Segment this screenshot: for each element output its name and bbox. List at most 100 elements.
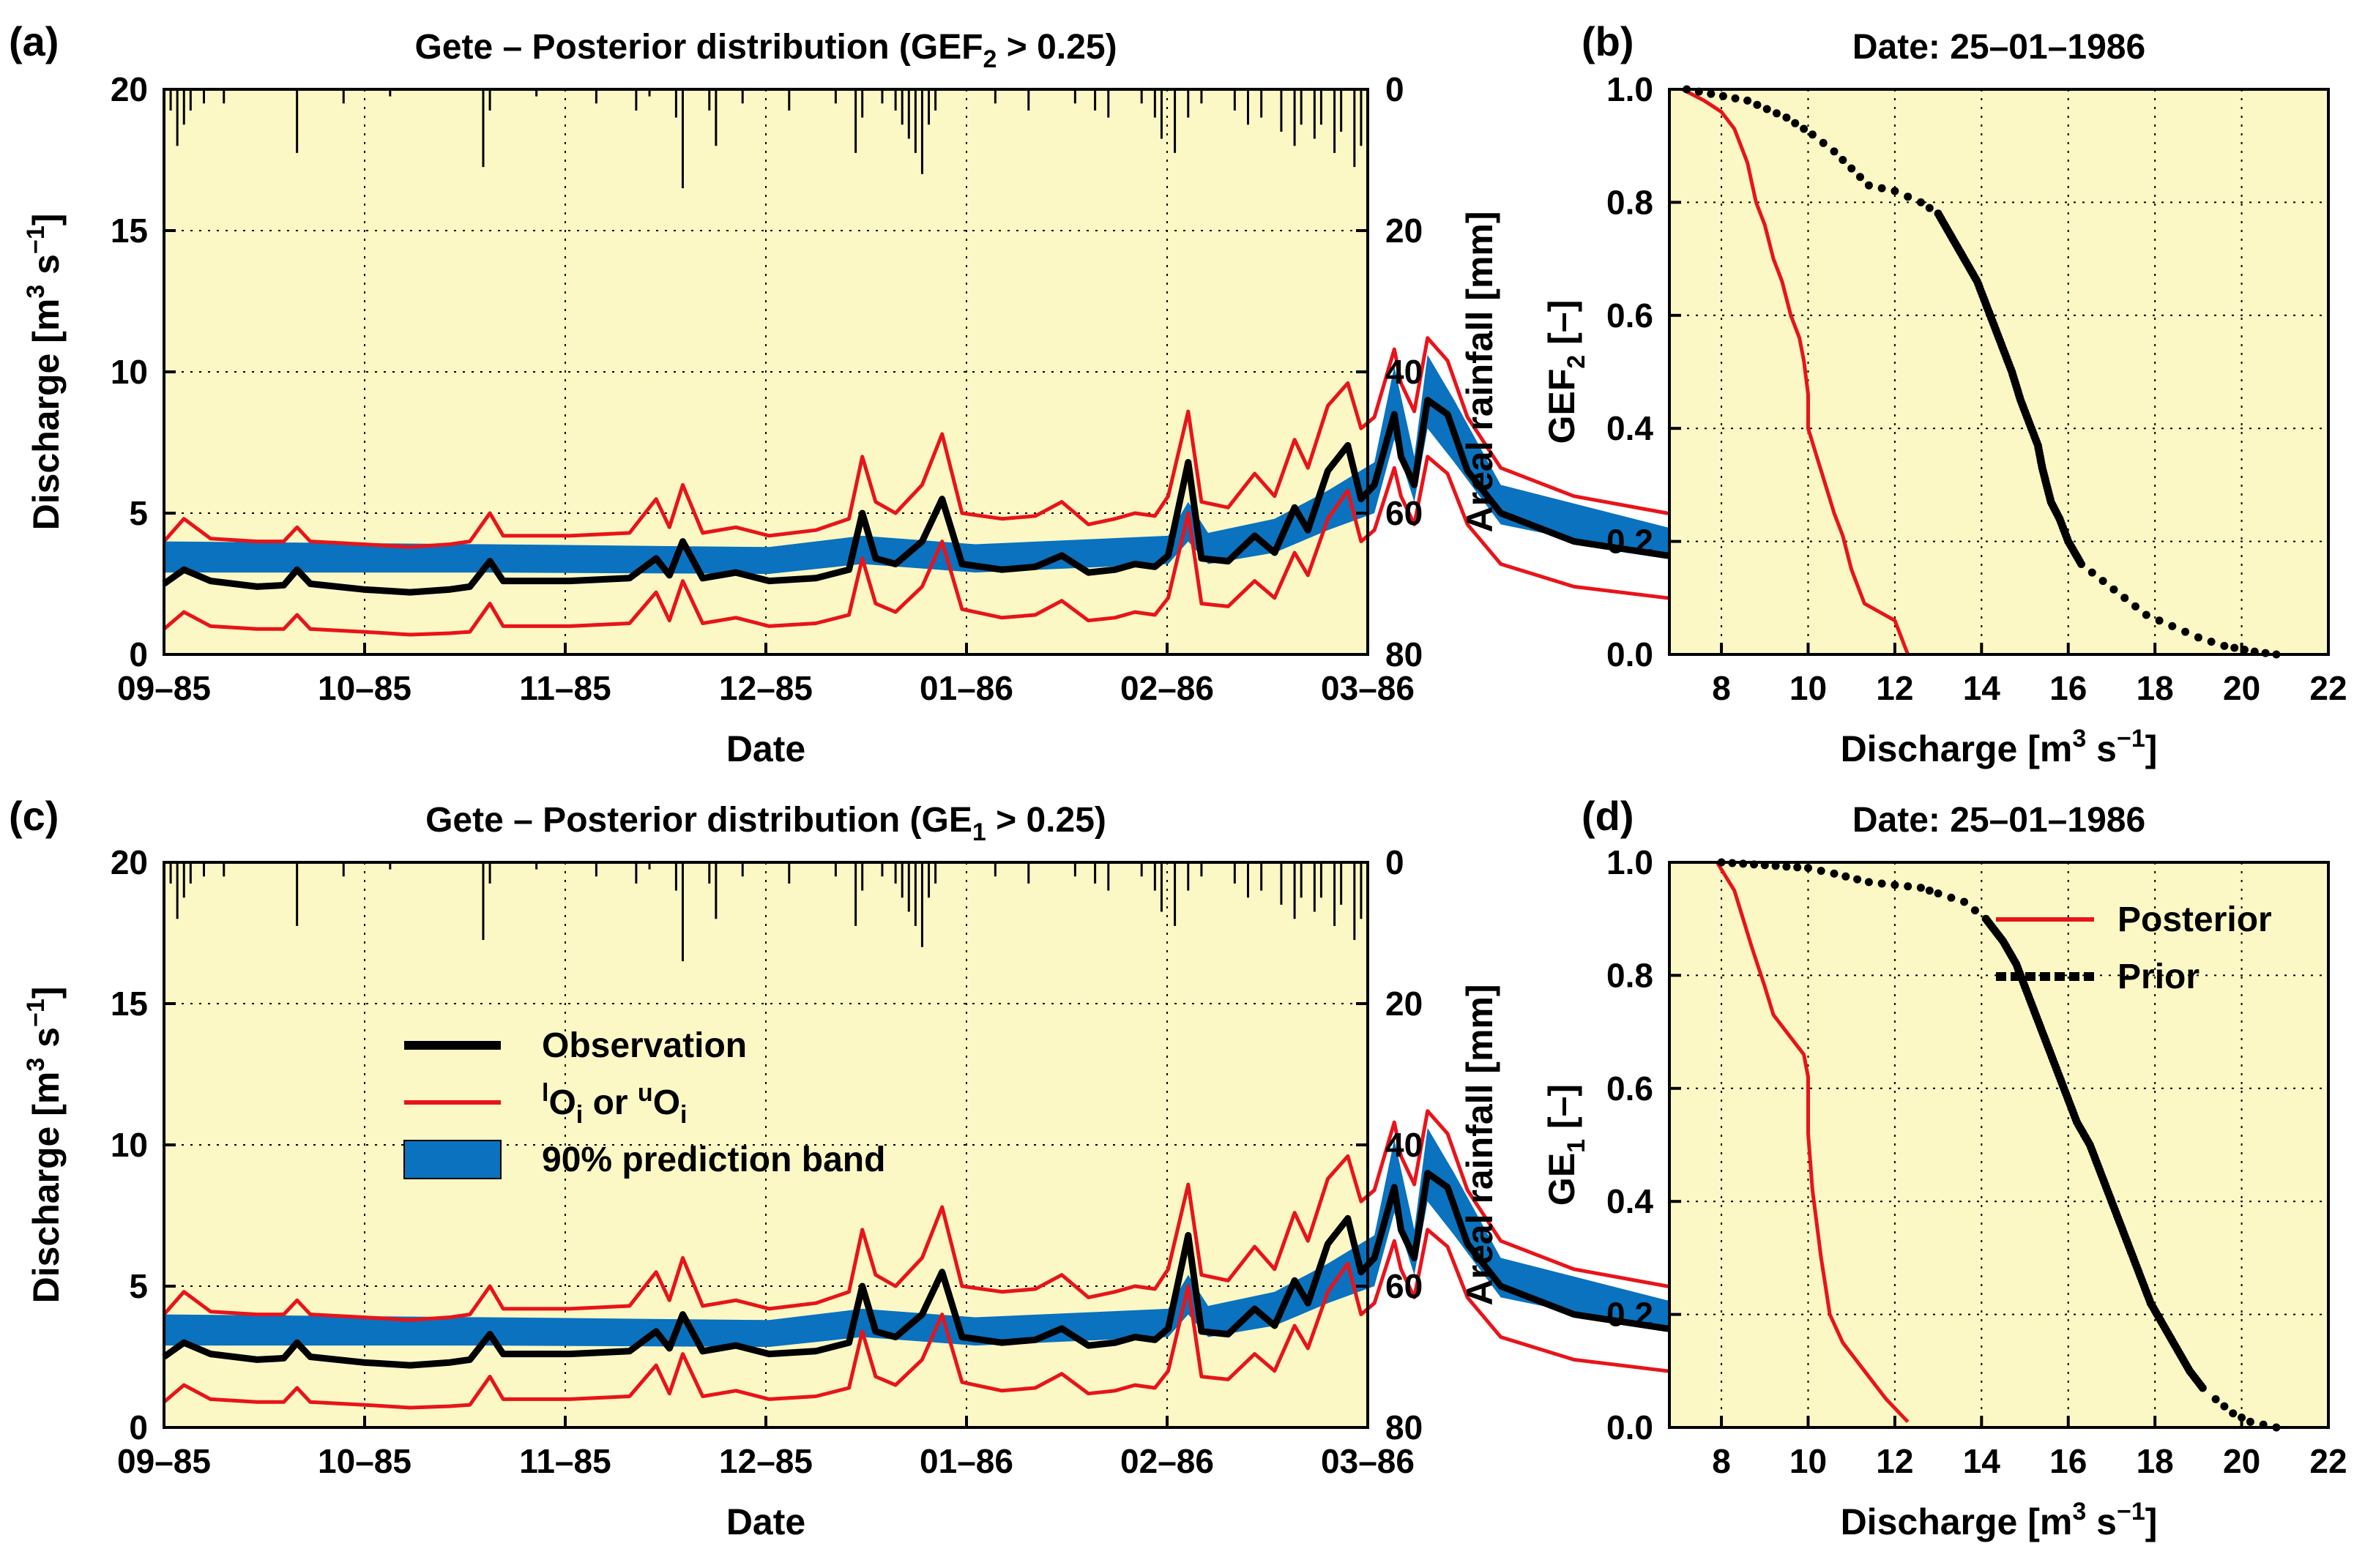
panel-a-grid	[164, 89, 1368, 654]
panel-a: 09–85 10–85 11–85 12–85 01–86 02–86 03–86 0 5 10 1…	[9, 18, 1980, 769]
y2-tick-label: 80	[1385, 1408, 1423, 1446]
y-tick-label: 0.6	[1606, 296, 1653, 335]
panel-d-ticks: 8 10 12 14 16 18 20 22 0.0 0.2 0.4 0.6 0.8 1.0	[1606, 843, 2347, 1480]
ylabel-part: s	[26, 254, 67, 285]
legend-bounds-part: u	[638, 1079, 653, 1107]
ylabel-part: [–]	[1541, 1084, 1582, 1139]
panel-c-rainfall-bars	[169, 862, 1363, 962]
y2-tick-label: 20	[1385, 985, 1423, 1023]
panel-a-prediction-band	[164, 354, 1980, 574]
prior-point	[1864, 181, 1873, 190]
panel-c-ylabel-right: Areal rainfall [mm]	[1459, 984, 1500, 1305]
y-tick-label: 10	[111, 353, 148, 391]
prior-point	[2181, 627, 2190, 636]
prior-point	[1841, 872, 1850, 881]
prior-point	[1762, 105, 1771, 113]
panel-c-label: (c)	[9, 793, 59, 839]
posterior-line	[1681, 87, 1910, 655]
prior-point	[1877, 184, 1886, 193]
ylabel-part: Discharge [m	[26, 299, 67, 531]
y-tick-label: 0.6	[1606, 1069, 1653, 1108]
prior-point	[1904, 882, 1912, 891]
x-tick-label: 12–85	[719, 669, 813, 707]
prior-point	[1753, 100, 1762, 109]
x-tick-label: 10	[1789, 669, 1827, 707]
prior-point	[1782, 113, 1791, 122]
panel-b-grid	[1669, 89, 2328, 654]
prior-point	[1864, 878, 1873, 886]
legend-bounds-part: l	[542, 1079, 548, 1107]
prior-point	[1791, 119, 1800, 127]
y-tick-label: 20	[111, 70, 148, 108]
panel-d-legend: Posterior Prior	[1996, 900, 2272, 996]
prior-point	[1830, 869, 1839, 878]
y-tick-label: 1.0	[1606, 843, 1653, 881]
prior-point	[1891, 187, 1899, 195]
prior-point	[2098, 577, 2107, 586]
prior-point	[1743, 96, 1752, 105]
prior-point	[1925, 886, 1934, 895]
y2-tick-label: 60	[1385, 1267, 1423, 1305]
ylabel-sup: −1	[22, 998, 50, 1027]
prior-point	[1782, 862, 1791, 871]
prior-point	[1804, 864, 1812, 873]
legend-band-label: 90% prediction band	[542, 1140, 885, 1179]
x-tick-label: 09–85	[117, 1442, 211, 1480]
observation-line	[162, 397, 1980, 596]
x-tick-label: 11–85	[519, 669, 611, 707]
legend-bounds-part: i	[680, 1101, 687, 1129]
xlabel-part: ]	[2145, 728, 2158, 769]
xlabel-part: s	[2086, 728, 2117, 769]
x-tick-label: 09–85	[117, 669, 211, 707]
prior-point	[2131, 602, 2139, 611]
x-tick-label: 16	[2049, 1442, 2087, 1480]
prior-point	[1731, 94, 1740, 102]
panel-c-title-sub: 1	[972, 818, 986, 846]
prior-point	[1856, 173, 1864, 182]
y-tick-label: 0	[129, 1408, 148, 1446]
x-tick-label: 20	[2223, 669, 2260, 707]
prior-point	[2194, 633, 2202, 642]
y-tick-label: 0.2	[1606, 1296, 1653, 1334]
x-tick-label: 18	[2137, 1442, 2174, 1480]
prior-point	[1925, 204, 1934, 212]
panel-c-lines	[162, 1109, 1980, 1410]
panel-d-title: Date: 25–01–1986	[1852, 801, 2145, 840]
legend-bounds-part: or	[583, 1083, 638, 1122]
prior-point	[1960, 897, 1969, 906]
panel-d: 8 10 12 14 16 18 20 22 0.0 0.2 0.4 0.6 0.8 1.0 (d) Da…	[1541, 793, 2347, 1542]
ylabel-sup: 3	[22, 285, 50, 299]
panel-b-label: (b)	[1582, 18, 1634, 64]
prior-point	[1934, 889, 1943, 897]
prior-point	[1853, 875, 1862, 884]
xlabel-sup: −1	[2117, 1498, 2145, 1526]
x-tick-label: 02–86	[1120, 1442, 1214, 1480]
panel-d-xlabel: Discharge [m3 s−1]	[1841, 1498, 2158, 1542]
prior-point	[1916, 884, 1925, 892]
panel-c-title: Gete – Posterior distribution (GE1 > 0.2…	[425, 801, 1106, 846]
prior-point	[1970, 906, 1979, 915]
prior-point	[2211, 1395, 2220, 1403]
y-tick-label: 5	[129, 494, 148, 532]
prior-point	[1891, 881, 1899, 889]
y2-tick-label: 40	[1385, 353, 1423, 391]
x-tick-label: 03–86	[1321, 669, 1415, 707]
prior-point	[2230, 643, 2239, 652]
panel-a-rainfall-bars	[169, 89, 1363, 189]
x-tick-label: 10	[1789, 1442, 1827, 1480]
panel-c-ylabel: Discharge [m3 s−1]	[22, 987, 67, 1304]
panel-b-lines	[1681, 85, 2281, 659]
prior-point	[2120, 594, 2129, 602]
panel-a-lines	[162, 336, 1980, 637]
panel-a-title: Gete – Posterior distribution (GEF2 > 0.…	[414, 28, 1117, 73]
x-tick-label: 10–85	[318, 669, 411, 707]
prior-point	[2168, 621, 2177, 630]
panel-a-ylabel-right: Areal rainfall [mm]	[1459, 211, 1500, 532]
panel-b: 8 10 12 14 16 18 20 22 0.0 0.2 0.4 0.6 0.8 1.0 (b) Da…	[1541, 18, 2347, 769]
panel-a-title-sub: 2	[983, 45, 997, 73]
legend-band-swatch	[403, 1140, 502, 1179]
panel-a-title-main: Gete – Posterior distribution (GEF	[414, 28, 983, 67]
panel-a-ylabel: Discharge [m3 s−1]	[22, 214, 67, 531]
xlabel-part: ]	[2145, 1501, 2158, 1542]
prior-point	[2207, 638, 2216, 646]
